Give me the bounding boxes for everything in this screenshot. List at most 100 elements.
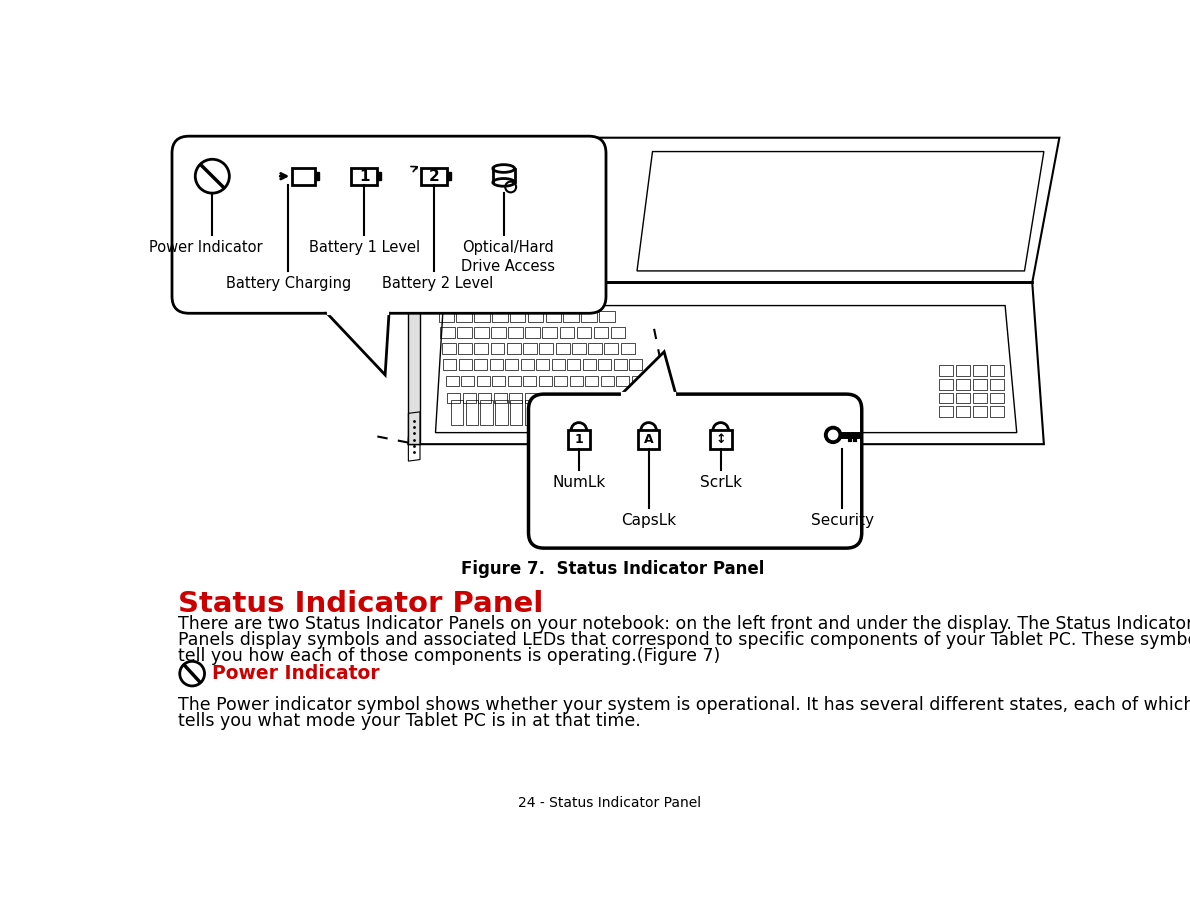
Bar [559, 327, 575, 338]
Bar [459, 359, 472, 370]
Bar [445, 376, 459, 387]
Text: ↕: ↕ [715, 433, 726, 446]
Bar [957, 378, 970, 390]
Bar [457, 311, 472, 322]
Bar [540, 392, 553, 403]
Bar [556, 392, 569, 403]
Bar [509, 401, 522, 425]
Bar [475, 359, 488, 370]
Polygon shape [408, 282, 420, 444]
Bar [543, 327, 557, 338]
Bar [939, 392, 953, 403]
Bar [990, 406, 1004, 417]
Circle shape [825, 426, 841, 443]
Bar [509, 311, 526, 322]
Bar [508, 327, 524, 338]
Text: 1: 1 [359, 169, 369, 184]
Bar [421, 168, 447, 185]
Bar [568, 430, 590, 449]
FancyBboxPatch shape [173, 137, 606, 313]
Bar [475, 343, 488, 354]
Bar [475, 327, 489, 338]
Bar [524, 343, 537, 354]
Bar [457, 327, 472, 338]
Bar [537, 359, 550, 370]
Text: NumLk: NumLk [552, 475, 606, 490]
Bar [568, 359, 581, 370]
Bar [539, 376, 552, 387]
Bar [478, 392, 491, 403]
Bar [451, 401, 463, 425]
Text: Power Indicator: Power Indicator [149, 240, 263, 255]
Bar [465, 401, 478, 425]
Bar [525, 401, 537, 425]
Bar [441, 343, 456, 354]
Bar [588, 343, 602, 354]
Bar [493, 311, 508, 322]
Bar [939, 365, 953, 376]
Bar [491, 327, 506, 338]
Bar [957, 392, 970, 403]
Bar [630, 359, 643, 370]
Bar [602, 392, 615, 403]
Bar [599, 311, 614, 322]
Bar [585, 376, 599, 387]
Bar [521, 359, 534, 370]
Text: CapsLk: CapsLk [621, 513, 676, 529]
Bar [555, 376, 568, 387]
Bar [594, 327, 608, 338]
Bar [377, 173, 381, 180]
Bar [447, 392, 461, 403]
Bar [587, 392, 600, 403]
Text: Battery 1 Level: Battery 1 Level [308, 240, 420, 255]
Text: tell you how each of those components is operating.(Figure 7): tell you how each of those components is… [178, 647, 720, 665]
Text: 2: 2 [428, 169, 439, 184]
Polygon shape [327, 313, 389, 375]
Bar [475, 311, 490, 322]
Text: Security: Security [810, 513, 873, 529]
Bar [570, 376, 583, 387]
Bar [973, 406, 988, 417]
Bar [490, 359, 503, 370]
Bar [973, 378, 988, 390]
Bar [583, 359, 596, 370]
Bar [990, 378, 1004, 390]
Bar [610, 327, 626, 338]
Bar [539, 343, 553, 354]
Text: Panels display symbols and associated LEDs that correspond to specific component: Panels display symbols and associated LE… [178, 631, 1190, 649]
Bar [481, 401, 493, 425]
Bar [508, 376, 521, 387]
Bar [599, 401, 610, 425]
Circle shape [828, 430, 838, 439]
Bar [509, 392, 522, 403]
Bar [605, 343, 619, 354]
Bar [315, 173, 319, 180]
Bar [461, 376, 475, 387]
Bar [292, 168, 315, 185]
Bar [555, 401, 566, 425]
Bar [583, 401, 596, 425]
Bar [463, 392, 476, 403]
Bar [576, 327, 591, 338]
Bar [494, 392, 507, 403]
Bar [632, 376, 645, 387]
Bar [633, 392, 646, 403]
Bar [973, 392, 988, 403]
FancyBboxPatch shape [528, 394, 862, 548]
Bar [493, 376, 506, 387]
Text: Figure 7.  Status Indicator Panel: Figure 7. Status Indicator Panel [461, 559, 764, 578]
Bar [572, 343, 585, 354]
Bar [939, 406, 953, 417]
Bar [439, 311, 455, 322]
Bar [556, 343, 570, 354]
Text: Optical/Hard
Drive Access: Optical/Hard Drive Access [461, 240, 555, 274]
Bar [571, 392, 584, 403]
Bar [552, 359, 565, 370]
Bar [443, 359, 457, 370]
Bar [506, 359, 519, 370]
Bar [507, 343, 521, 354]
Bar [618, 392, 631, 403]
Bar [495, 401, 508, 425]
Bar [351, 168, 377, 185]
Bar [447, 173, 451, 180]
